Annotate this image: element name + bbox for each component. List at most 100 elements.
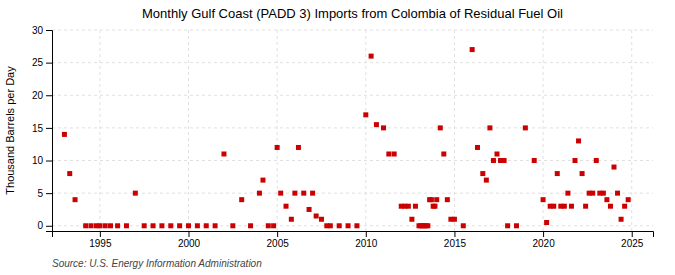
y-tick-mark: [46, 128, 52, 129]
point: [278, 191, 283, 196]
point: [626, 197, 631, 202]
point: [257, 191, 262, 196]
point: [266, 223, 271, 228]
point: [142, 223, 147, 228]
point: [532, 158, 537, 163]
y-tick-mark: [46, 226, 52, 227]
point: [580, 171, 585, 176]
point: [381, 125, 386, 130]
y-tick-label: 10: [32, 155, 44, 166]
point: [544, 220, 549, 225]
point: [413, 204, 418, 209]
point: [186, 223, 191, 228]
y-tick-mark: [46, 193, 52, 194]
point: [583, 204, 588, 209]
point: [213, 223, 218, 228]
point: [89, 223, 94, 228]
x-tick-mark: [100, 231, 101, 237]
point: [502, 158, 507, 163]
x-grid-line: [99, 30, 100, 231]
x-tick-mark: [632, 231, 633, 237]
x-tick: 2010: [355, 231, 378, 249]
x-grid-line: [277, 30, 278, 231]
title: Monthly Gulf Coast (PADD 3) Imports from…: [142, 6, 563, 21]
point: [296, 145, 301, 150]
y-grid-line: [52, 160, 653, 161]
point: [168, 223, 173, 228]
point: [103, 223, 108, 228]
y-axis: 051015202530: [32, 25, 53, 232]
x-tick-mark: [543, 231, 544, 237]
point: [314, 213, 319, 218]
point: [514, 223, 519, 228]
point: [565, 191, 570, 196]
y-tick: 25: [32, 57, 52, 68]
y-tick: 10: [32, 155, 52, 166]
point: [328, 223, 333, 228]
points: [62, 47, 631, 228]
point: [115, 223, 120, 228]
point: [275, 145, 280, 150]
point: [445, 197, 450, 202]
point: [83, 223, 88, 228]
point: [555, 171, 560, 176]
point: [425, 223, 430, 228]
y-tick-label: 0: [37, 220, 43, 231]
point: [484, 178, 489, 183]
x-tick: 2020: [532, 231, 555, 249]
point: [62, 132, 67, 137]
x-tick: 2025: [621, 231, 644, 249]
y-tick-mark: [46, 30, 52, 31]
point: [271, 223, 276, 228]
x-grid-line: [188, 30, 189, 231]
point: [594, 158, 599, 163]
y-tick-label: 15: [32, 123, 44, 134]
point: [73, 197, 78, 202]
y-axis-title: Thousand Barrels per Day: [4, 66, 16, 195]
y-tick: 0: [37, 220, 52, 231]
point: [260, 178, 265, 183]
point: [406, 204, 411, 209]
point: [386, 151, 391, 156]
point: [319, 217, 324, 222]
point: [461, 223, 466, 228]
x-tick-label: 2000: [178, 238, 201, 249]
y-tick: 15: [32, 123, 52, 134]
point: [619, 217, 624, 222]
x-grid-line: [365, 30, 366, 231]
point: [369, 54, 374, 59]
x-tick-label: 1995: [89, 238, 112, 249]
y-tick: 20: [32, 90, 52, 101]
x-grid-line: [631, 30, 632, 231]
point: [551, 204, 556, 209]
point: [562, 204, 567, 209]
point: [590, 191, 595, 196]
chart: 1995200020052010201520202025051015202530…: [0, 0, 675, 275]
point: [374, 122, 379, 127]
grid: [52, 30, 653, 231]
point: [67, 171, 72, 176]
x-tick-label: 2020: [532, 238, 555, 249]
point: [301, 191, 306, 196]
point: [480, 171, 485, 176]
point: [505, 223, 510, 228]
point: [434, 197, 439, 202]
point: [177, 223, 182, 228]
point: [284, 204, 289, 209]
point: [432, 204, 437, 209]
y-tick-mark: [46, 63, 52, 64]
point: [611, 165, 616, 170]
point: [307, 207, 312, 212]
point: [363, 112, 368, 117]
point: [494, 151, 499, 156]
point: [97, 223, 102, 228]
point: [292, 191, 297, 196]
y-grid-line: [52, 62, 653, 63]
point: [289, 217, 294, 222]
point: [124, 223, 129, 228]
y-grid-line: [52, 193, 653, 194]
point: [239, 197, 244, 202]
point: [392, 151, 397, 156]
point: [487, 125, 492, 130]
point: [221, 151, 226, 156]
